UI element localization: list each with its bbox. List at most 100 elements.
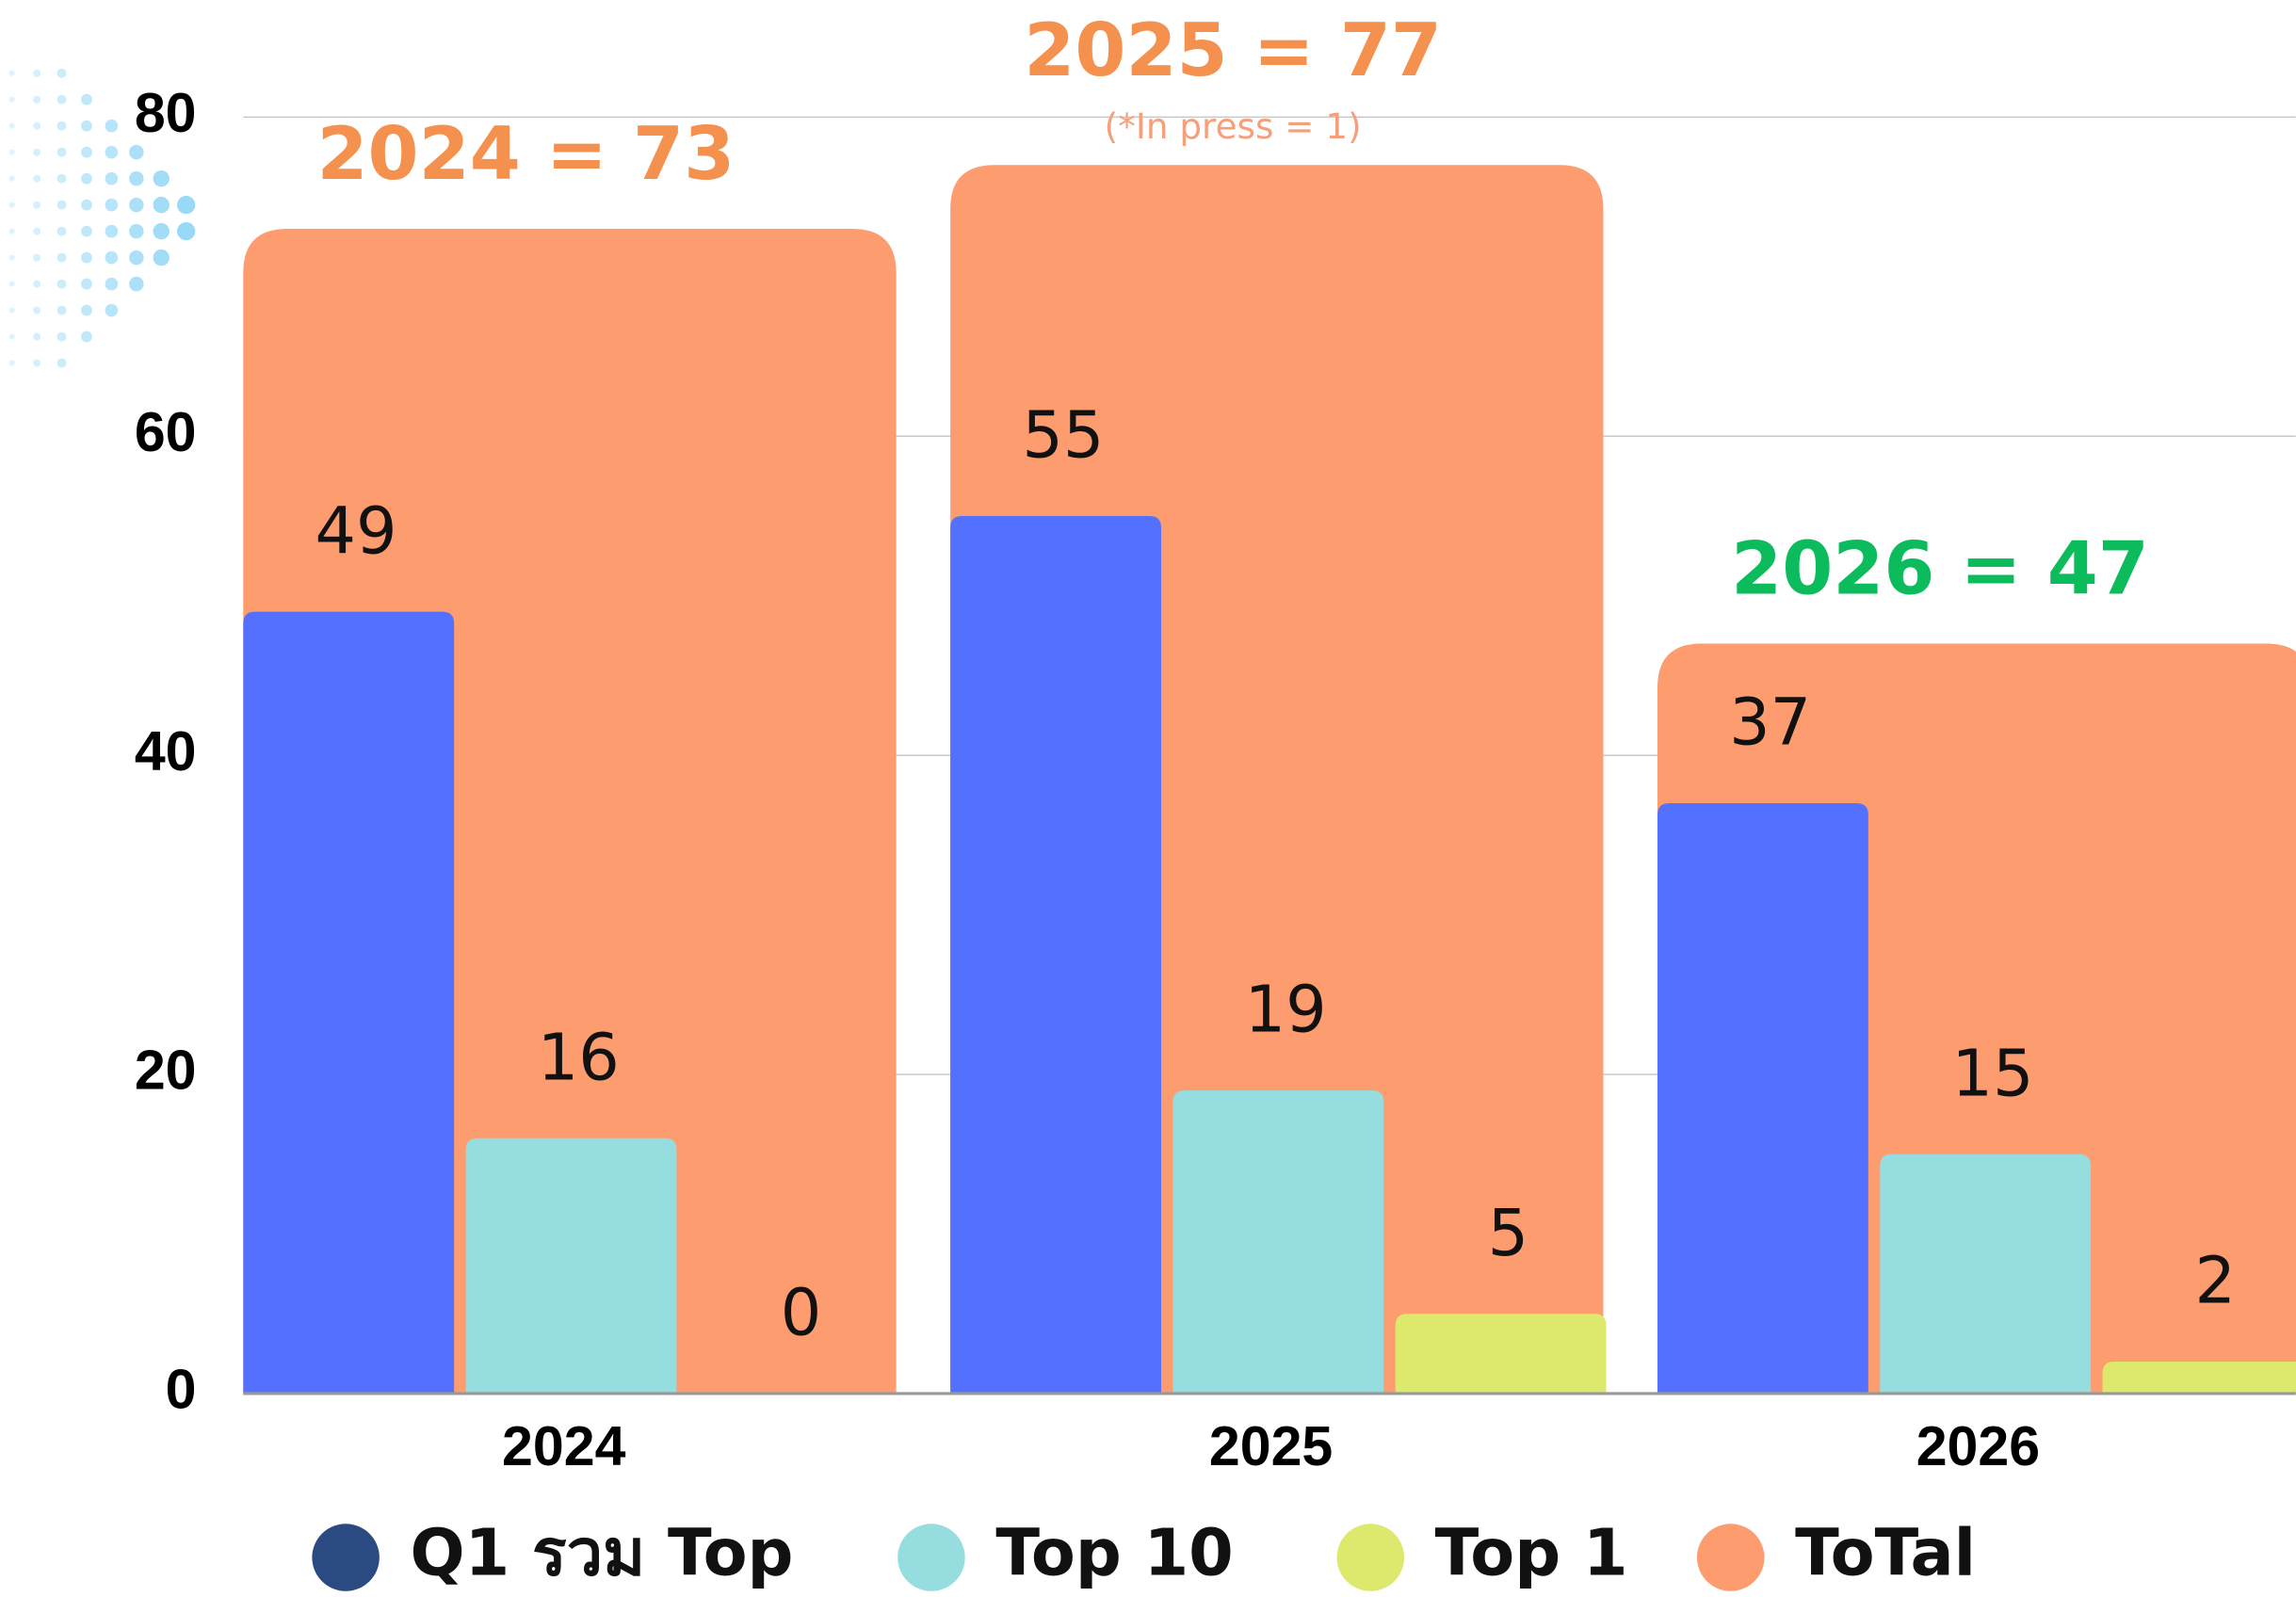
- total-label: 2025 = 77: [1024, 8, 1442, 93]
- y-tick-label: 40: [135, 720, 197, 782]
- x-tick-label: 2025: [1209, 1415, 1333, 1477]
- dot: [33, 227, 41, 235]
- dot: [8, 149, 15, 155]
- bar: [465, 1137, 677, 1394]
- dot: [8, 281, 15, 287]
- data-label: 16: [538, 1022, 620, 1096]
- dot: [153, 222, 170, 240]
- dot: [57, 121, 67, 131]
- legend-label: Q1 รวม Top: [411, 1517, 794, 1591]
- data-label: 19: [1245, 974, 1327, 1048]
- dot: [81, 304, 92, 316]
- dot: [8, 202, 15, 208]
- dot: [57, 94, 67, 105]
- dot: [33, 359, 41, 367]
- dot: [33, 121, 41, 130]
- dot: [129, 144, 144, 160]
- bar: [243, 611, 455, 1394]
- total-label: 2024 = 73: [316, 112, 735, 197]
- dot: [33, 148, 41, 156]
- dot: [177, 195, 196, 215]
- dot: [153, 169, 170, 187]
- dot: [105, 171, 119, 186]
- dot: [81, 225, 92, 237]
- y-tick-label: 20: [135, 1040, 197, 1102]
- dot: [57, 200, 67, 210]
- dot: [57, 252, 67, 263]
- legend-marker: [1336, 1524, 1405, 1591]
- bar: [1172, 1089, 1384, 1394]
- dot: [33, 253, 41, 262]
- dot: [33, 174, 41, 183]
- dot: [57, 226, 67, 236]
- dot: [8, 254, 15, 261]
- dot: [81, 278, 92, 290]
- dot: [8, 175, 15, 182]
- data-label: 37: [1729, 686, 1811, 761]
- bar: [950, 515, 1161, 1394]
- bar: [1880, 1153, 2092, 1394]
- dot: [105, 277, 119, 291]
- data-label: 49: [315, 494, 396, 569]
- dot: [105, 145, 119, 159]
- dot: [8, 307, 15, 314]
- dot: [105, 303, 119, 317]
- dot: [153, 249, 170, 266]
- dot: [8, 122, 15, 129]
- dot: [57, 68, 67, 78]
- dot: [8, 228, 15, 234]
- legend-marker: [1696, 1524, 1765, 1591]
- dot: [57, 279, 67, 289]
- dot: [33, 95, 41, 104]
- dot: [81, 172, 92, 185]
- total-label: 2026 = 47: [1731, 526, 2149, 611]
- bar: [1657, 802, 1868, 1394]
- dot: [105, 250, 119, 265]
- data-label: 5: [1488, 1197, 1529, 1271]
- bar: [1395, 1314, 1607, 1394]
- legend-label: Top 1: [1435, 1517, 1628, 1591]
- dot: [129, 170, 144, 186]
- legend-label: ToTal: [1795, 1517, 1976, 1591]
- dot: [129, 197, 144, 213]
- dot: [33, 306, 41, 315]
- annotation: (*In press = 1): [1105, 105, 1362, 147]
- dot: [33, 280, 41, 288]
- dot: [105, 119, 119, 133]
- x-tick-label: 2024: [502, 1415, 626, 1477]
- dot: [57, 147, 67, 157]
- dot: [33, 332, 41, 341]
- legend-marker: [312, 1524, 380, 1591]
- data-label: 15: [1951, 1037, 2033, 1111]
- dot: [8, 70, 15, 76]
- dot: [81, 146, 92, 158]
- y-tick-label: 60: [135, 401, 197, 463]
- y-tick-label: 80: [135, 82, 197, 144]
- dot: [81, 251, 92, 264]
- dot: [105, 224, 119, 238]
- dot: [129, 250, 144, 266]
- data-label: 55: [1022, 399, 1104, 474]
- dot: [81, 199, 92, 211]
- dot: [8, 360, 15, 366]
- dot: [81, 331, 92, 343]
- data-label: 2: [2194, 1245, 2236, 1319]
- dot: [153, 196, 170, 214]
- dot: [57, 331, 67, 342]
- dot-decoration: [8, 68, 196, 368]
- x-tick-label: 2026: [1916, 1415, 2040, 1477]
- dot: [57, 305, 67, 315]
- legend-marker: [897, 1524, 965, 1591]
- dot: [57, 358, 67, 368]
- data-label: 0: [781, 1277, 822, 1351]
- dot: [33, 201, 41, 209]
- y-tick-label: 0: [166, 1359, 197, 1421]
- dot: [177, 221, 196, 241]
- dot: [129, 276, 144, 292]
- dot: [81, 93, 92, 105]
- dot: [8, 96, 15, 103]
- dot: [33, 69, 41, 77]
- dot: [105, 198, 119, 212]
